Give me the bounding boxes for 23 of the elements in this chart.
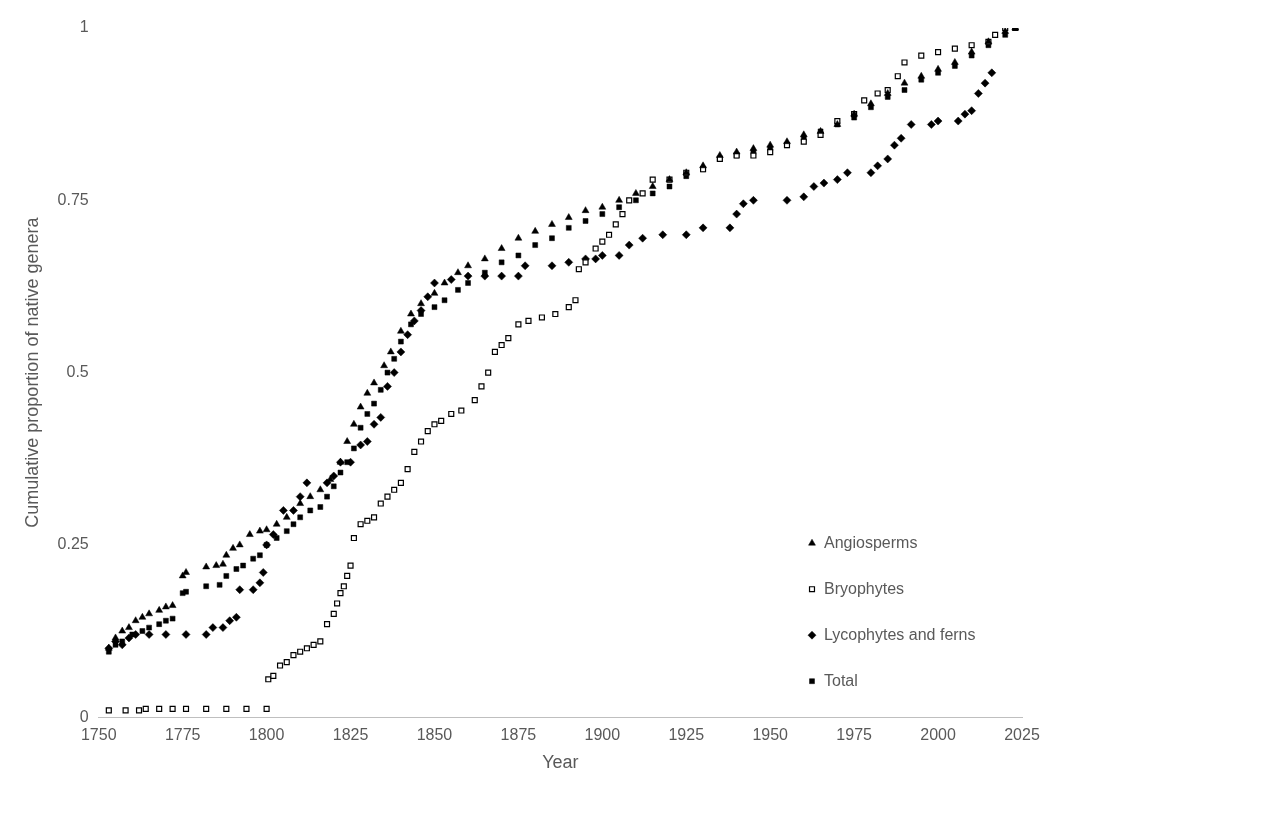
y-tick-label: 0.25 (57, 535, 89, 553)
x-tick-label: 1975 (836, 726, 873, 744)
legend-label: Total (824, 671, 858, 689)
x-tick-label: 1775 (164, 726, 201, 744)
x-tick-label: 2000 (920, 726, 956, 744)
x-tick-label: 1900 (584, 726, 621, 744)
x-tick-label: 1825 (332, 726, 369, 744)
x-tick-label: 2025 (1004, 726, 1040, 744)
x-tick-label: 1800 (248, 726, 285, 744)
y-tick-label: 0 (79, 707, 89, 725)
x-tick-label: 1950 (752, 726, 789, 744)
x-tick-label: 1850 (416, 726, 453, 744)
y-tick-label: 0.5 (66, 363, 89, 381)
y-tick-label: 0.75 (57, 190, 89, 208)
x-tick-label: 1750 (80, 726, 117, 744)
x-axis-title: Year (542, 752, 579, 773)
legend-label: Lycophytes and ferns (824, 625, 976, 643)
y-axis-title: Cumulative proportion of native genera (21, 216, 42, 528)
legend-label: Bryophytes (824, 579, 905, 597)
x-tick-label: 1875 (500, 726, 537, 744)
y-tick-label: 1 (79, 18, 89, 36)
x-tick-label: 1925 (668, 726, 705, 744)
legend-label: Angiosperms (824, 533, 918, 551)
